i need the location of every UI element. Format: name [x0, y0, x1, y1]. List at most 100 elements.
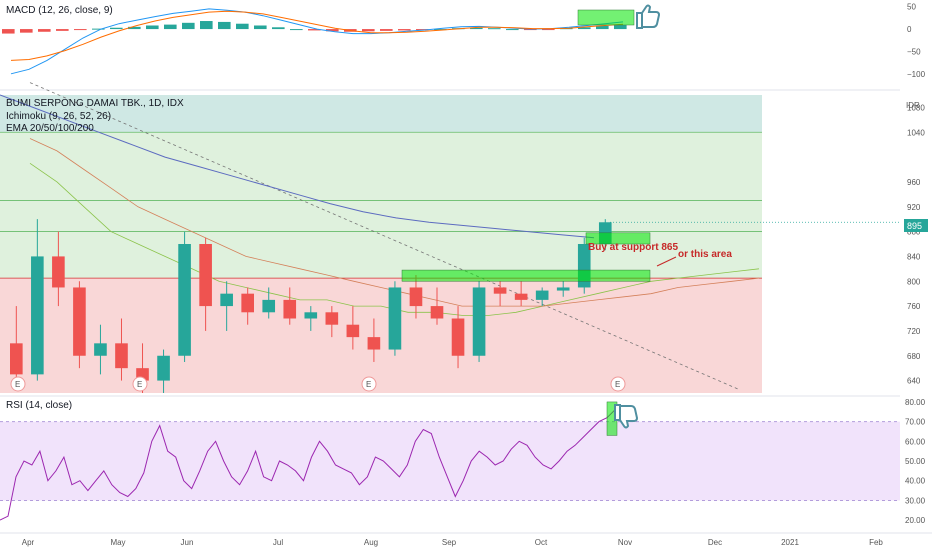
x-axis: Apr May Jun Jul Aug Sep Oct Nov Dec 2021 Feb — [0, 532, 932, 547]
candle-body — [178, 244, 191, 356]
macd-hist-bar — [38, 29, 51, 32]
macd-hist-bar — [164, 24, 177, 30]
price-title: BUMI SERPONG DAMAI TBK., 1D, IDX — [6, 98, 184, 109]
rsi-y-tick: 30.00 — [905, 496, 926, 505]
macd-hist-bar — [92, 28, 105, 30]
macd-line — [10, 8, 624, 75]
ichimoku-label: Ichimoku (9, 26, 52, 26) — [6, 111, 111, 122]
candle-body — [388, 287, 402, 350]
rsi-band — [0, 421, 900, 501]
macd-hist-bar — [614, 25, 627, 30]
ema-label: EMA 20/50/100/200 — [6, 123, 94, 134]
macd-hist-bar — [236, 23, 249, 30]
annotation-arrow — [656, 256, 677, 267]
macd-hist-bar — [128, 26, 141, 30]
macd-hist-bar — [200, 21, 213, 30]
candle-body — [115, 343, 128, 369]
candle-body — [220, 293, 233, 307]
candle-body — [325, 312, 339, 325]
rsi-line — [0, 409, 616, 521]
signal-line — [10, 10, 624, 61]
macd-y-axis: 50 0 −50 −100 — [907, 3, 926, 79]
macd-hist-bar — [362, 29, 375, 32]
x-tick: Apr — [22, 538, 35, 547]
trendline — [29, 82, 741, 391]
rsi-title: RSI (14, close) — [6, 400, 72, 411]
thumbs-down-icon — [614, 404, 639, 429]
candle-body — [262, 299, 276, 313]
currency-label: IDR — [906, 101, 920, 110]
macd-panel — [0, 8, 900, 91]
zone-top — [0, 95, 762, 133]
price-y-tick: 640 — [907, 377, 921, 386]
price-y-tick: 920 — [907, 203, 921, 212]
candle-body — [157, 355, 170, 381]
candle-body — [346, 324, 360, 338]
rsi-y-tick: 20.00 — [905, 516, 926, 525]
earnings-marker — [132, 376, 148, 392]
rsi-panel — [0, 401, 900, 521]
macd-hist-bar — [398, 29, 411, 31]
macd-hist-bar — [434, 29, 447, 31]
x-tick: Sep — [442, 538, 457, 547]
macd-y-tick: −100 — [907, 70, 926, 79]
earnings-marker-label: E — [137, 380, 142, 389]
candle-body — [199, 244, 212, 307]
macd-y-tick: −50 — [907, 47, 921, 56]
macd-hist-bar — [74, 29, 87, 31]
price-y-tick: 720 — [907, 327, 921, 336]
candle-body — [409, 287, 423, 307]
last-price-label: 895 — [907, 221, 922, 231]
macd-hist-bar — [110, 27, 123, 30]
candle-body — [94, 343, 107, 356]
candle-body — [52, 256, 65, 288]
macd-hist-bar — [308, 29, 321, 31]
annotation-area: or this area — [678, 249, 732, 260]
macd-y-tick: 50 — [907, 3, 916, 12]
candle-body — [304, 312, 318, 319]
price-y-axis: 1080 1040 960 920 880 840 800 760 720 680 640 — [907, 103, 925, 385]
price-y-tick: 880 — [907, 228, 921, 237]
x-tick: Aug — [364, 538, 378, 547]
x-tick: Oct — [535, 538, 548, 547]
earnings-marker-label: E — [15, 380, 20, 389]
macd-hist-bar — [218, 21, 231, 30]
macd-hist-bar — [524, 29, 537, 31]
x-tick: 2021 — [781, 538, 799, 547]
x-tick: Jul — [273, 538, 283, 547]
annotation-buy: Buy at support 865 — [588, 242, 678, 253]
macd-hist-bar — [254, 25, 267, 30]
rsi-y-tick: 70.00 — [905, 418, 926, 427]
price-y-tick: 760 — [907, 302, 921, 311]
macd-hist-bar — [470, 27, 483, 30]
candle-body — [73, 287, 86, 356]
zone-resistance — [0, 132, 762, 279]
rsi-y-tick: 60.00 — [905, 437, 926, 446]
candle-body — [367, 337, 381, 350]
candle-body — [535, 290, 549, 300]
macd-hist-bar — [2, 29, 15, 34]
macd-hist-bar — [20, 29, 33, 33]
rsi-y-tick: 80.00 — [905, 398, 926, 407]
price-y-tick: 1080 — [907, 103, 925, 112]
rsi-y-tick: 40.00 — [905, 477, 926, 486]
candle-body — [283, 299, 297, 319]
support-highlight-box — [401, 269, 651, 282]
macd-hist-bar — [596, 25, 609, 30]
earnings-marker-label: E — [615, 380, 620, 389]
rsi-y-axis: 80.00 70.00 60.00 50.00 40.00 30.00 20.00 — [905, 398, 926, 525]
thumbs-up-icon — [636, 4, 661, 29]
candle-body — [451, 318, 465, 356]
candle-body — [10, 343, 23, 375]
macd-hist-bar — [272, 27, 285, 30]
macd-y-tick: 0 — [907, 25, 912, 34]
earnings-marker-label: E — [366, 380, 371, 389]
price-y-tick: 680 — [907, 352, 921, 361]
candle-body — [31, 256, 44, 375]
x-tick: May — [110, 538, 125, 547]
macd-title: MACD (12, 26, close, 9) — [6, 5, 113, 16]
candle-body — [514, 293, 528, 300]
macd-hist-bar — [488, 28, 501, 30]
